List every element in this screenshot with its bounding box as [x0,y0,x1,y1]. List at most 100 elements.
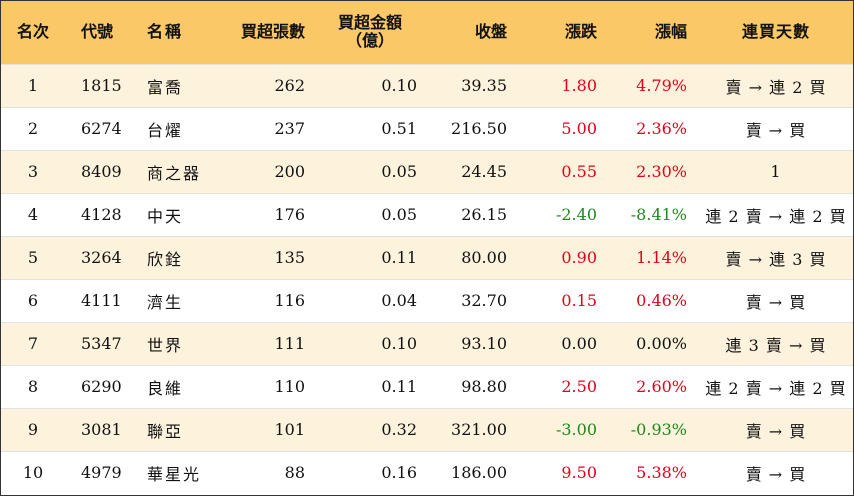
table-row: 7 5347 世界 111 0.10 93.10 0.00 0.00% 連 3 賣 → 買 [1,322,853,365]
consecutive-days-cell: 賣 → 買 [745,421,807,441]
header-code: 代號 [81,22,114,42]
name-cell: 濟生 [147,292,184,312]
net-buy-amount-cell: 0.51 [381,119,417,138]
consecutive-days-cell: 連 2 賣 → 連 2 買 [705,206,847,226]
change-cell: 0.90 [561,248,597,267]
net-buy-lots-cell: 135 [274,248,305,267]
change-cell: 0.15 [561,291,597,310]
code-cell: 3264 [81,248,122,267]
net-buy-lots-cell: 237 [274,119,305,138]
code-cell: 4128 [81,205,122,224]
table-row: 3 8409 商之器 200 0.05 24.45 0.55 2.30% 1 [1,150,853,193]
rank-cell: 7 [27,334,39,353]
net-buy-lots-cell: 111 [274,334,305,353]
net-buy-amount-cell: 0.32 [381,420,417,439]
table-header: 名次 代號 名稱 買超張數 買超金額 （億） 收盤 漲跌 漲幅 連買天數 [1,1,853,64]
net-buy-amount-cell: 0.11 [381,248,417,267]
rank-cell: 10 [22,463,44,483]
consecutive-days-cell: 賣 → 連 2 買 [725,77,827,97]
change-pct-cell: 1.14% [636,248,687,267]
header-net-buy-amount: 買超金額 （億） [315,1,429,64]
change-cell: 0.00 [561,334,597,353]
change-pct-cell: -8.41% [630,205,687,224]
rank-cell: 4 [27,205,39,224]
net-buy-amount-cell: 0.04 [381,291,417,310]
rank-cell: 2 [27,119,39,138]
change-pct-cell: 0.00% [636,334,687,353]
rank-cell: 6 [27,291,39,310]
header-row: 名次 代號 名稱 買超張數 買超金額 （億） 收盤 漲跌 漲幅 連買天數 [1,1,853,64]
close-cell: 98.80 [461,377,507,396]
net-buy-amount-cell: 0.11 [381,377,417,396]
net-buy-lots-cell: 101 [274,420,305,439]
change-pct-cell: 0.46% [636,291,687,310]
net-buy-amount-cell: 0.10 [381,76,417,95]
header-net-buy-amount-line1: 買超金額 [337,13,402,33]
name-cell: 華星光 [147,464,202,484]
name-cell: 台燿 [147,120,184,140]
change-cell: 0.55 [561,162,597,181]
change-cell: 2.50 [561,377,597,396]
code-cell: 5347 [81,334,122,353]
table-row: 2 6274 台燿 237 0.51 216.50 5.00 2.36% 賣 → 買 [1,107,853,150]
header-net-buy-amount-line2: （億） [345,31,394,51]
change-cell: 5.00 [561,119,597,138]
table-row: 1 1815 富喬 262 0.10 39.35 1.80 4.79% 賣 → 連 2 買 [1,64,853,107]
name-cell: 世界 [147,335,184,355]
code-cell: 4979 [81,463,122,483]
change-pct-cell: -0.93% [630,420,687,439]
header-change: 漲跌 [564,22,597,42]
name-cell: 中天 [147,206,184,226]
close-cell: 186.00 [451,463,507,483]
consecutive-days-cell: 賣 → 買 [745,464,807,484]
change-pct-cell: 4.79% [636,76,687,95]
rank-cell: 1 [27,76,39,95]
table-body: 1 1815 富喬 262 0.10 39.35 1.80 4.79% 賣 → 連 2 買 2 62… [1,64,853,494]
code-cell: 4111 [81,291,122,310]
change-pct-cell: 2.36% [636,119,687,138]
rank-cell: 5 [27,248,39,267]
code-cell: 6290 [81,377,122,396]
table-row: 4 4128 中天 176 0.05 26.15 -2.40 -8.41% 連 2 賣 → 連 … [1,193,853,236]
table-row: 9 3081 聯亞 101 0.32 321.00 -3.00 -0.93% 賣 → 買 [1,408,853,451]
net-buy-lots-cell: 200 [274,162,305,181]
consecutive-days-cell: 賣 → 買 [745,292,807,312]
close-cell: 216.50 [451,119,507,138]
consecutive-days-cell: 賣 → 連 3 買 [725,249,827,269]
change-cell: -2.40 [555,205,597,224]
change-cell: -3.00 [555,420,597,439]
table-row: 10 4979 華星光 88 0.16 186.00 9.50 5.38% 賣 → 買 [1,451,853,494]
header-change-pct: 漲幅 [654,22,687,42]
header-close: 收盤 [474,22,507,42]
consecutive-days-cell: 連 2 賣 → 連 2 買 [705,378,847,398]
close-cell: 321.00 [451,420,507,439]
net-buy-lots-cell: 116 [274,291,305,310]
name-cell: 商之器 [147,163,202,183]
change-pct-cell: 2.30% [636,162,687,181]
rank-cell: 9 [27,420,39,439]
code-cell: 3081 [81,420,122,439]
net-buy-amount-cell: 0.05 [381,205,417,224]
net-buy-amount-cell: 0.16 [381,463,417,483]
net-buy-lots-cell: 110 [274,377,305,396]
net-buy-lots-cell: 262 [274,76,305,95]
close-cell: 24.45 [461,162,507,181]
rank-cell: 8 [27,377,39,396]
header-rank: 名次 [16,22,49,42]
close-cell: 93.10 [461,334,507,353]
name-cell: 欣銓 [147,249,184,269]
consecutive-days-cell: 連 3 賣 → 買 [725,335,827,355]
table-row: 5 3264 欣銓 135 0.11 80.00 0.90 1.14% 賣 → 連 3 買 [1,236,853,279]
net-buy-lots-cell: 88 [284,463,305,483]
change-pct-cell: 2.60% [636,377,687,396]
code-cell: 8409 [81,162,122,181]
header-net-buy-lots: 買超張數 [240,22,305,42]
close-cell: 26.15 [461,205,507,224]
close-cell: 80.00 [461,248,507,267]
name-cell: 良維 [147,378,184,398]
close-cell: 39.35 [461,76,507,95]
name-cell: 富喬 [147,77,184,97]
code-cell: 1815 [81,76,122,95]
